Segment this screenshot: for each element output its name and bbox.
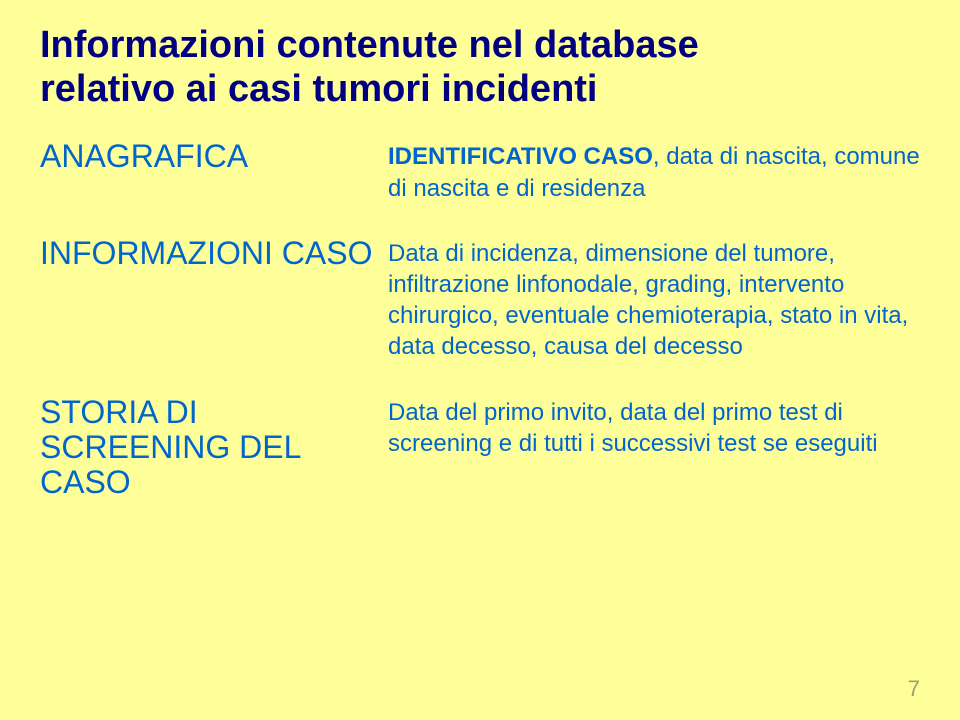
title-line-2: relativo ai casi tumori incidenti [40, 68, 598, 110]
page-number: 7 [908, 676, 920, 702]
row-label-anagrafica: ANAGRAFICA [40, 139, 380, 203]
row-text-storia: Data del primo invito, data del primo te… [388, 395, 920, 501]
row-label-informazioni: INFORMAZIONI CASO [40, 236, 380, 363]
page-title: Informazioni contenute nel database rela… [40, 24, 920, 111]
row-text-informazioni: Data di incidenza, dimensione del tumore… [388, 236, 920, 363]
row-text-bold: IDENTIFICATIVO CASO [388, 143, 653, 170]
row-label-storia: STORIA DI SCREENING DEL CASO [40, 395, 380, 501]
row-text-rest: Data di incidenza, dimensione del tumore… [388, 240, 908, 361]
content-grid: ANAGRAFICA IDENTIFICATIVO CASO, data di … [40, 139, 920, 500]
title-line-1: Informazioni contenute nel database [40, 24, 699, 66]
row-text-anagrafica: IDENTIFICATIVO CASO, data di nascita, co… [388, 139, 920, 203]
row-text-rest: Data del primo invito, data del primo te… [388, 399, 878, 457]
